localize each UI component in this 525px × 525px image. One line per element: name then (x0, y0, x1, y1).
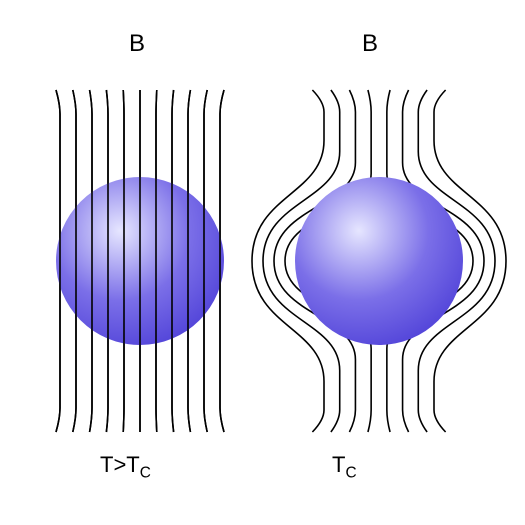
right-sphere (295, 177, 463, 345)
meissner-diagram: B B T>TC TC (0, 0, 525, 525)
left-temperature-label: T>TC (100, 452, 151, 482)
right-temperature-label: TC (332, 452, 357, 482)
